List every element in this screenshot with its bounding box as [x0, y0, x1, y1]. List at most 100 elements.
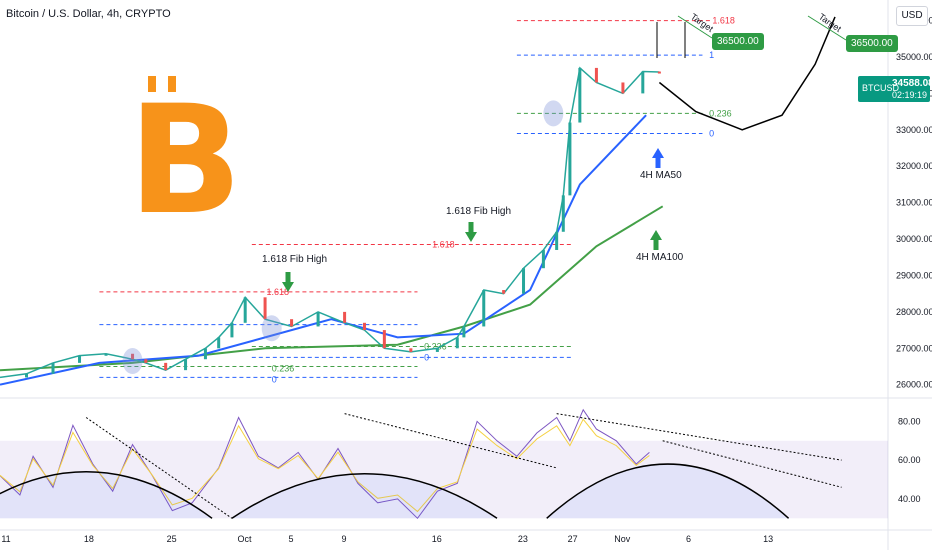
price-tick-label: 30000.00	[896, 234, 932, 244]
time-tick-label: 23	[518, 534, 528, 544]
price-tick-label: 29000.00	[896, 270, 932, 280]
target-price-label-1: 36500.00	[712, 33, 764, 50]
annotation-fib-high-1: 1.618 Fib High	[262, 254, 328, 265]
candle	[455, 337, 459, 349]
fib-label: 0	[272, 374, 277, 384]
target-price-label-2: 36500.00	[846, 35, 898, 52]
candle	[482, 290, 486, 327]
rsi-line	[0, 408, 650, 520]
arrow-down-icon-shaft	[468, 222, 474, 232]
candle	[290, 319, 294, 327]
candle-countdown: 02:19:19	[892, 90, 928, 100]
candle	[435, 348, 439, 352]
candle	[25, 373, 29, 378]
candle	[144, 359, 148, 363]
time-tick-label: 9	[341, 534, 346, 544]
bitcoin-logo-bar	[168, 196, 176, 212]
annotation-ma100: 4H MA100	[636, 252, 684, 263]
arrow-down-icon	[465, 232, 477, 242]
rsi-ma-line	[0, 418, 650, 513]
annotation-ma50: 4H MA50	[640, 170, 682, 181]
candle	[578, 67, 582, 123]
fib-label: 1	[709, 50, 714, 60]
time-tick-label: 6	[686, 534, 691, 544]
rsi-trendline	[662, 440, 842, 488]
rsi-arc	[546, 463, 790, 519]
rsi-tick-label: 80.00	[898, 416, 921, 426]
fib-label: 0.236	[272, 363, 295, 373]
bitcoin-logo: B	[128, 74, 242, 248]
candle	[555, 231, 559, 250]
bitcoin-logo-bar	[148, 76, 156, 92]
rsi-tick-label: 60.00	[898, 455, 921, 465]
candle	[217, 337, 221, 349]
arrow-down-icon-shaft	[285, 272, 291, 282]
candle	[78, 355, 82, 363]
candle	[362, 322, 366, 331]
fib-label: 0	[424, 352, 429, 362]
fib-label: 1.618	[712, 16, 735, 26]
rsi-arc	[0, 471, 213, 519]
fib-label: 0.236	[424, 341, 447, 351]
time-tick-label: 13	[763, 534, 773, 544]
currency-button[interactable]: USD	[896, 6, 928, 26]
candle	[541, 249, 545, 269]
rsi-band	[0, 440, 888, 519]
time-tick-label: 5	[288, 534, 293, 544]
candle	[343, 311, 347, 323]
price-tick-label: 28000.00	[896, 307, 932, 317]
symbol-label: BTCUSD	[862, 83, 900, 93]
target-line	[807, 15, 847, 41]
target-line	[677, 15, 713, 39]
candle	[502, 290, 506, 294]
fib-label: 1.618	[266, 287, 289, 297]
arrow-up-icon-shaft	[653, 240, 659, 250]
candle	[462, 326, 466, 338]
price-badge: BTCUSD 34588.08 02:19:19	[858, 76, 932, 102]
support-circle	[543, 100, 564, 127]
candle	[641, 71, 645, 94]
time-tick-label: 25	[167, 534, 177, 544]
support-circle	[122, 348, 143, 375]
candle	[131, 353, 135, 360]
candle	[104, 353, 108, 356]
arrow-down-icon	[282, 282, 294, 292]
rsi-trendline	[344, 413, 557, 469]
candle	[263, 297, 267, 320]
candle	[316, 311, 320, 327]
arrow-up-icon-shaft	[655, 158, 661, 168]
candle	[409, 348, 413, 352]
candle	[382, 330, 386, 349]
rsi-trendline	[556, 413, 842, 461]
fib-label: 1.618	[432, 240, 455, 250]
candle	[561, 195, 565, 232]
rsi-trendline	[85, 417, 233, 519]
rsi-tick-label: 40.00	[898, 494, 921, 504]
time-tick-label: 27	[568, 534, 578, 544]
time-tick-label: 16	[432, 534, 442, 544]
candle	[657, 71, 661, 74]
candle	[522, 268, 526, 294]
time-tick-label: Nov	[614, 534, 631, 544]
price-line	[0, 66, 660, 379]
bitcoin-logo-bar	[148, 196, 156, 212]
candle	[621, 82, 625, 94]
price-tick-label: 33000.00	[896, 125, 932, 135]
candle	[230, 322, 234, 338]
price-tick-label: 31000.00	[896, 198, 932, 208]
bitcoin-logo-bar	[168, 76, 176, 92]
candle	[594, 67, 598, 83]
rsi-arc	[231, 472, 498, 519]
candle	[164, 362, 168, 371]
time-tick-label: 11	[1, 534, 10, 544]
arrow-up-icon	[650, 230, 662, 240]
time-tick-label: Oct	[238, 534, 253, 544]
candle	[568, 122, 572, 196]
price-tick-label: 32000.00	[896, 161, 932, 171]
support-circle	[261, 315, 282, 342]
price-tick-label: 27000.00	[896, 343, 932, 353]
candle	[243, 297, 247, 323]
fib-label: 0	[709, 128, 714, 138]
chart-title: Bitcoin / U.S. Dollar, 4h, CRYPTO	[6, 8, 171, 20]
